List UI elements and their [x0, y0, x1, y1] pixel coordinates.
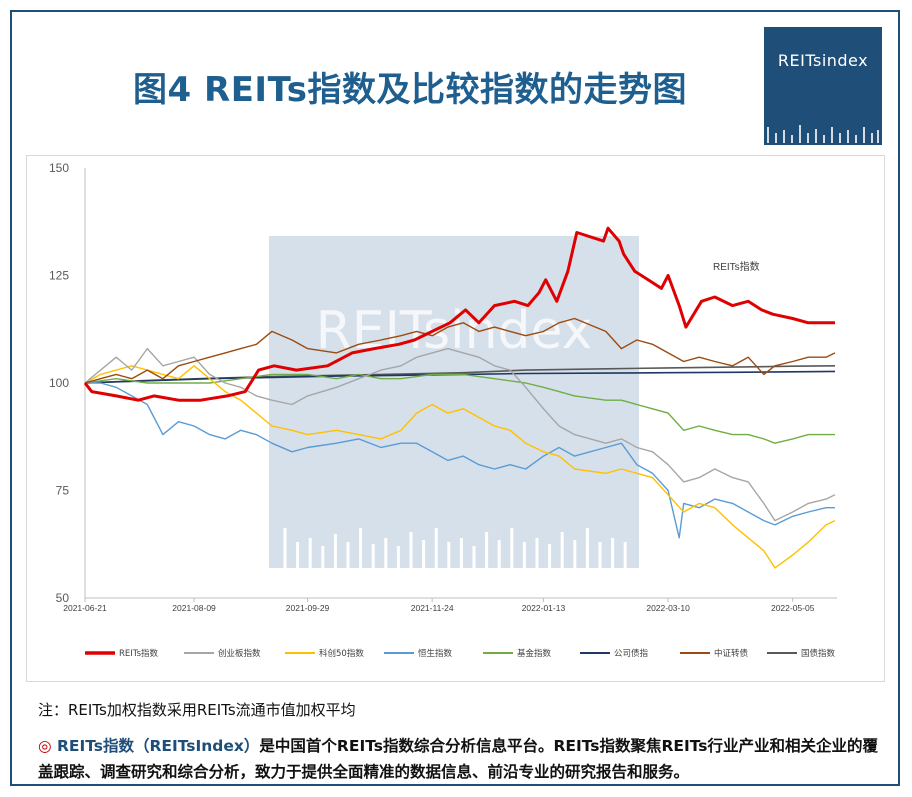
legend-label: 中证转债 — [714, 648, 749, 659]
figure-title: 图4 REITs指数及比较指数的走势图 — [133, 70, 687, 110]
bullet-icon: ◎ — [38, 737, 52, 755]
legend-label: REITs指数 — [119, 648, 158, 659]
x-tick-label: 2022-03-10 — [646, 603, 690, 613]
x-tick-label: 2022-05-05 — [771, 603, 815, 613]
footnote: 注：REITs加权指数采用REITs流通市值加权平均 — [38, 701, 356, 719]
x-tick-label: 2021-08-09 — [172, 603, 216, 613]
description-text: 是中国首个REITs指数综合分析信息平台。REITs指数聚焦REITs行业产业和… — [38, 737, 879, 781]
y-tick-label: 75 — [56, 484, 70, 498]
legend-label: 恒生指数 — [418, 648, 453, 659]
series-line-4 — [85, 382, 835, 539]
legend-label: 公司债指 — [614, 648, 649, 659]
x-tick-label: 2022-01-13 — [522, 603, 566, 613]
x-tick-label: 2021-06-21 — [63, 603, 107, 613]
logo-ruler-icon — [767, 125, 879, 143]
legend-label: 科创50指数 — [319, 648, 364, 659]
y-tick-label: 150 — [49, 161, 69, 175]
legend-label: 创业板指数 — [218, 648, 261, 659]
x-tick-label: 2021-11-24 — [411, 603, 454, 613]
logo-text: REITsindex — [777, 51, 869, 70]
legend-label: 基金指数 — [517, 648, 552, 659]
legend-label: 国债指数 — [801, 648, 836, 659]
series-line-1 — [83, 226, 835, 402]
series-line-5 — [84, 373, 835, 444]
x-tick-label: 2021-09-29 — [286, 603, 330, 613]
chart-area: REITsindex 50 75 100 125 150 2021-06-21 2021-08… — [26, 155, 885, 682]
series-annotation: REITs指数 — [713, 260, 760, 273]
series-line-7 — [84, 317, 836, 384]
series-line-3 — [84, 365, 836, 569]
description: ◎ REITs指数（REITsIndex）是中国首个REITs指数综合分析信息平… — [38, 733, 893, 785]
brand-name: REITs指数（REITsIndex） — [56, 737, 260, 755]
y-tick-label: 50 — [56, 591, 70, 605]
y-tick-label: 125 — [49, 269, 69, 283]
reitsindex-logo: REITsindex — [764, 27, 882, 145]
y-tick-label: 100 — [49, 376, 69, 390]
watermark-panel — [269, 236, 639, 568]
series-line-2 — [84, 347, 836, 522]
